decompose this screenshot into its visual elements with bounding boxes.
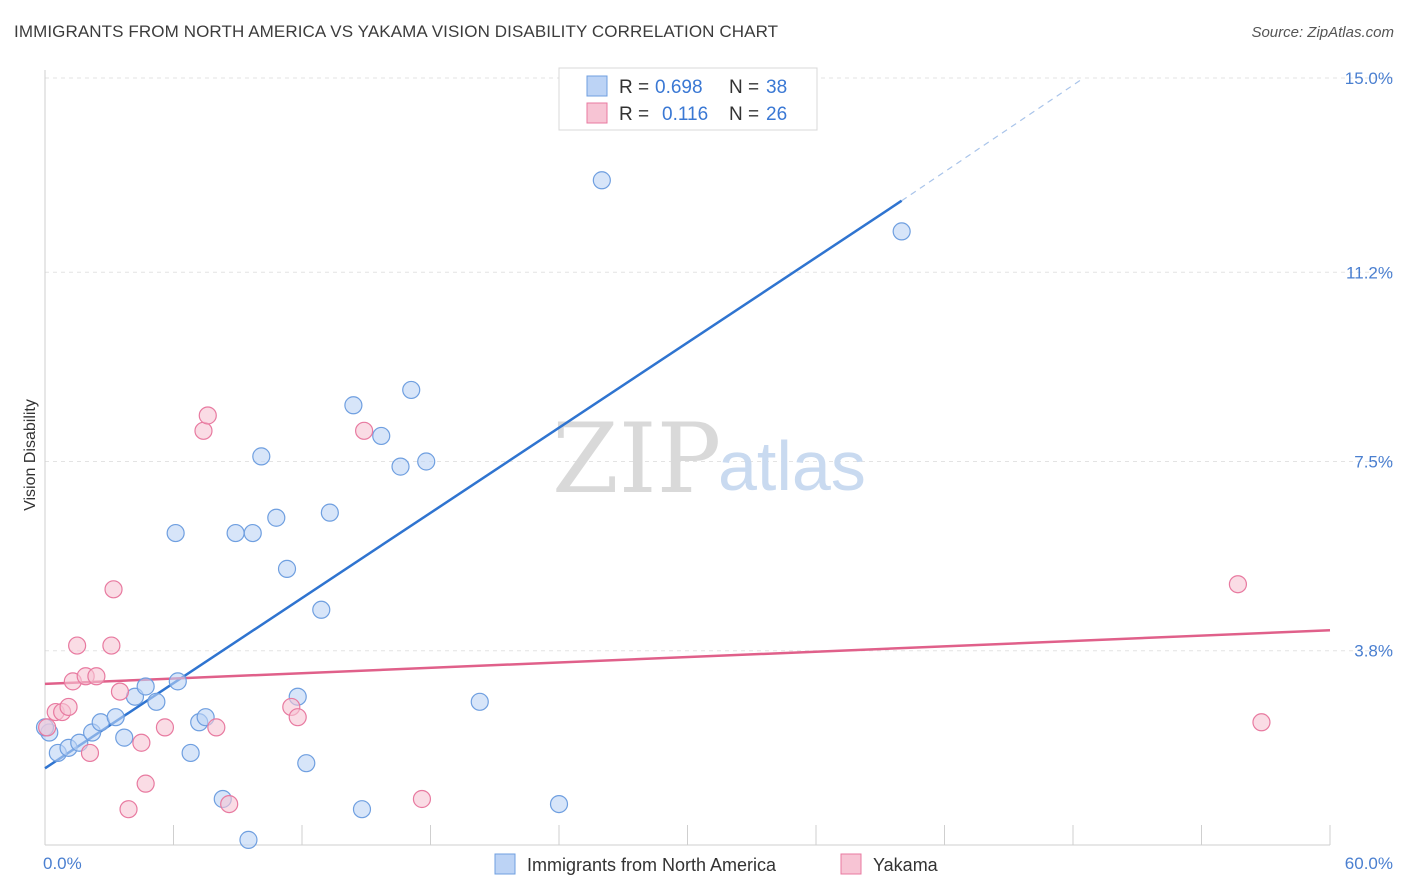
y-tick-label-3: 15.0%: [1345, 69, 1393, 88]
y-tick-labels: 3.8% 7.5% 11.2% 15.0%: [1345, 69, 1393, 661]
series-legend: Immigrants from North America Yakama: [494, 853, 939, 875]
point-immigrants-11: [166, 523, 185, 543]
point-immigrants-31: [402, 380, 421, 400]
grid-lines: [45, 77, 1393, 652]
legend-r-value-blue: 0.698: [655, 77, 703, 98]
point-immigrants-17: [226, 523, 245, 543]
legend-r-label-blue: R =: [619, 77, 649, 98]
point-yakama-17: [207, 718, 226, 737]
point-immigrants-35: [592, 171, 611, 190]
point-immigrants-33: [470, 692, 489, 711]
point-yakama-3: [59, 697, 78, 717]
point-yakama-20: [288, 708, 307, 727]
trend-line-immigrants-extension: [901, 77, 1085, 202]
point-immigrants-24: [297, 754, 316, 773]
point-immigrants-13: [181, 743, 200, 763]
point-immigrants-34: [549, 794, 569, 814]
point-yakama-8: [87, 667, 106, 686]
trend-lines: [44, 77, 1331, 770]
point-yakama-21: [355, 421, 374, 440]
point-immigrants-29: [372, 426, 391, 446]
point-yakama-16: [198, 406, 217, 425]
trend-line-yakama: [44, 628, 1331, 686]
point-immigrants-21: [267, 508, 286, 527]
correlation-legend: R = 0.698 N = 38 R = 0.116 N = 26: [558, 67, 818, 131]
point-yakama-15: [194, 421, 213, 440]
point-immigrants-25: [312, 600, 331, 619]
point-yakama-10: [104, 580, 123, 599]
point-yakama-11: [110, 682, 130, 701]
point-immigrants-27: [344, 396, 363, 415]
point-immigrants-19: [243, 523, 262, 543]
x-tick-labels: 0.0% 60.0%: [43, 854, 1393, 873]
point-yakama-18: [220, 794, 239, 814]
legend-r-value-pink: 0.116: [662, 104, 708, 125]
bottom-legend-label-blue: Immigrants from North America: [527, 855, 777, 875]
chart-title: IMMIGRANTS FROM NORTH AMERICA VS YAKAMA …: [14, 22, 779, 41]
point-immigrants-7: [115, 728, 134, 747]
y-tick-label-0: 3.8%: [1354, 642, 1393, 661]
point-yakama-12: [132, 733, 151, 752]
data-points: [35, 171, 1271, 849]
point-yakama-14: [155, 718, 175, 737]
bottom-legend-swatch-pink: [840, 853, 862, 875]
legend-n-label-blue: N =: [729, 77, 759, 98]
legend-n-value-pink: 26: [766, 104, 787, 125]
point-immigrants-36: [892, 222, 911, 241]
bottom-legend-label-pink: Yakama: [873, 855, 939, 875]
point-immigrants-22: [277, 559, 297, 578]
bottom-legend-swatch-blue: [494, 853, 516, 875]
legend-swatch-blue: [586, 75, 608, 97]
axes: [44, 70, 1331, 846]
point-immigrants-20: [252, 447, 271, 466]
legend-n-value-blue: 38: [766, 77, 787, 98]
legend-swatch-pink: [586, 102, 608, 124]
point-yakama-23: [119, 800, 138, 819]
point-yakama-24: [1228, 575, 1248, 594]
point-immigrants-12: [168, 672, 187, 691]
legend-r-label-pink: R =: [619, 104, 649, 125]
point-yakama-9: [102, 636, 121, 655]
y-tick-label-2: 11.2%: [1346, 263, 1393, 282]
y-tick-label-1: 7.5%: [1354, 453, 1393, 472]
point-yakama-5: [68, 636, 87, 655]
watermark-zip: ZIP: [552, 403, 721, 515]
point-yakama-13: [136, 774, 155, 793]
point-yakama-22: [412, 789, 432, 809]
point-immigrants-32: [417, 452, 436, 471]
point-immigrants-6: [106, 708, 125, 727]
x-tick-label-0: 0.0%: [43, 854, 82, 873]
point-yakama-7: [80, 743, 100, 763]
point-yakama-0: [38, 718, 57, 737]
point-immigrants-28: [352, 800, 372, 819]
watermark: ZIP atlas: [552, 403, 866, 515]
source-label: Source: ZipAtlas.com: [1251, 24, 1394, 41]
point-immigrants-10: [147, 692, 166, 711]
point-immigrants-9: [136, 677, 155, 696]
watermark-atlas: atlas: [718, 427, 866, 505]
y-axis-label: Vision Disability: [22, 399, 39, 511]
point-immigrants-30: [391, 457, 410, 476]
point-immigrants-26: [320, 503, 339, 522]
point-immigrants-18: [239, 830, 258, 849]
legend-n-label-pink: N =: [729, 104, 759, 125]
trend-line-immigrants: [44, 199, 903, 770]
point-yakama-25: [1252, 713, 1271, 732]
x-tick-label-1: 60.0%: [1345, 854, 1393, 873]
